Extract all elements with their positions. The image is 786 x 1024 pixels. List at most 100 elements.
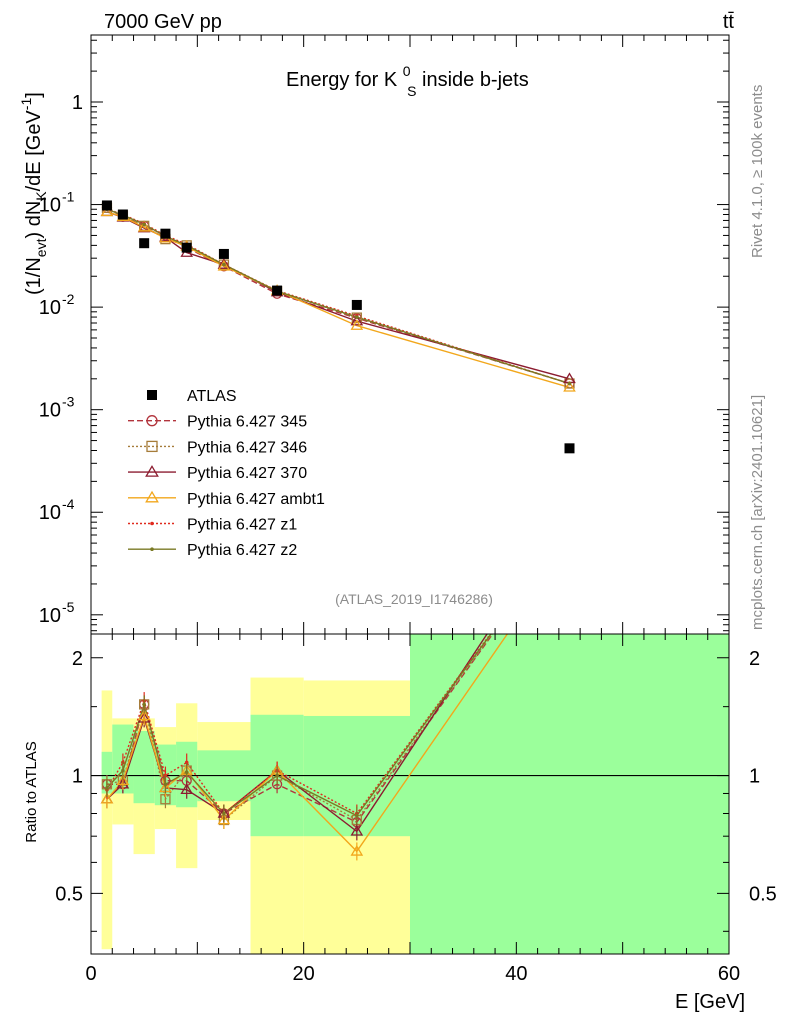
ratio-point-z1 <box>568 526 572 530</box>
rivet-label: Rivet 4.1.0, ≥ 100k events <box>749 85 766 258</box>
ratio-point-z2 <box>184 770 189 775</box>
upper-axis-ticks: 110-110-210-310-410-5 <box>39 35 730 634</box>
ratio-uncertainty-bands <box>91 634 729 954</box>
title-suffix: inside b-jets <box>422 69 529 91</box>
ratio-point-ambt1 <box>100 792 114 804</box>
header-left: 7000 GeV pp <box>104 11 222 33</box>
y-tick-exponent: -5 <box>62 599 75 615</box>
ylabel-part-c: /dE [GeV <box>23 110 45 192</box>
atlas-data-point <box>181 242 192 253</box>
ratio-y-tick-label-left: 2 <box>72 648 83 670</box>
ylabel-sub-k: K <box>33 191 49 201</box>
series-point-ambt1 <box>100 205 114 217</box>
ratio-y-tick-label-right: 1 <box>749 766 760 788</box>
series-line-p370 <box>106 211 570 380</box>
upper-series-lines <box>106 207 570 389</box>
series-point-z2 <box>355 315 359 319</box>
ratio-point-z2 <box>121 768 125 773</box>
series-point-ambt1 <box>350 319 364 330</box>
series-line-z2 <box>106 208 570 385</box>
y-tick-exponent: -4 <box>62 496 75 512</box>
ratio-y-tick-label-left: 0.5 <box>55 883 83 905</box>
ratio-band-green <box>133 730 155 804</box>
series-point-z2 <box>142 222 146 227</box>
legend-label-p345: Pythia 6.427 345 <box>187 414 307 431</box>
legend-label-p346: Pythia 6.427 346 <box>187 439 307 456</box>
ylabel-part-a: (1/N <box>23 257 45 295</box>
atlas-data-point <box>101 200 112 211</box>
ylabel-sup: -1 <box>18 98 34 111</box>
y-tick-exponent: -2 <box>62 291 75 307</box>
series-line-p346 <box>106 207 570 385</box>
ratio-point-ambt1 <box>137 709 151 721</box>
lower-axis-ticks: 0.5 0.51 12 20 20 40 60 <box>55 634 777 985</box>
title-superscript: 0 <box>403 63 411 79</box>
ratio-y-tick-label-left: 1 <box>72 766 83 788</box>
legend: ATLAS Pythia 6.427 345 Pythia 6.427 346 Pyt… <box>128 388 325 559</box>
legend-marker-p346 <box>146 440 158 453</box>
ratio-band-yellow <box>101 690 113 950</box>
ratio-band-green <box>410 634 729 954</box>
series-line-p345 <box>106 207 570 385</box>
header-right: tt̄ <box>723 11 735 33</box>
series-point-ambt1 <box>217 259 231 271</box>
x-tick-label: 20 <box>293 963 315 985</box>
legend-marker-p345 <box>146 415 158 427</box>
series-line-ambt1 <box>106 211 570 389</box>
legend-label-z1: Pythia 6.427 z1 <box>187 517 297 534</box>
atlas-data-point <box>218 248 229 259</box>
ratio-band-green <box>101 751 113 794</box>
ratio-point-p370 <box>350 824 364 836</box>
series-point-z2 <box>567 381 572 386</box>
x-axis-label: E [GeV] <box>675 991 745 1013</box>
x-tick-label: 60 <box>718 963 740 985</box>
ratio-y-tick-label-right: 0.5 <box>749 883 777 905</box>
y-tick-label: 10 <box>39 605 61 627</box>
ratio-point-ambt1 <box>564 539 574 548</box>
ratio-point-z2 <box>355 813 359 818</box>
series-point-p370 <box>217 258 231 269</box>
series-point-z2 <box>222 262 226 267</box>
plot-title: Energy for K 0 S inside b-jets <box>286 59 529 101</box>
series-point-ambt1 <box>563 380 576 392</box>
x-tick-label: 0 <box>85 963 96 985</box>
ratio-point-ambt1 <box>350 844 364 856</box>
y-tick-exponent: -3 <box>62 394 75 410</box>
ratio-point-z1 <box>184 760 189 765</box>
legend-label-p370: Pythia 6.427 370 <box>187 465 307 482</box>
x-tick-label: 40 <box>505 963 527 985</box>
ratio-point-p370 <box>180 783 194 795</box>
ylabel-part-d: ] <box>23 92 45 98</box>
atlas-data-point <box>351 299 362 310</box>
atlas-data-point <box>160 228 171 239</box>
ylabel-part-b: ) dN <box>23 201 45 239</box>
y-tick-exponent: -1 <box>62 189 75 205</box>
series-point-p346 <box>564 378 575 389</box>
ratio-point-z2 <box>568 526 572 530</box>
y-tick-label: 10 <box>39 400 61 422</box>
ratio-y-axis-label: Ratio to ATLAS <box>23 741 40 842</box>
ratio-point-z2 <box>105 786 109 790</box>
atlas-data-point <box>272 285 283 296</box>
ylabel-sub-evt: evt <box>33 238 49 257</box>
series-point-p346 <box>351 312 362 323</box>
ratio-point-z2 <box>142 702 146 707</box>
title-subscript: S <box>407 83 416 99</box>
ratio-y-tick-label-right: 2 <box>749 648 760 670</box>
title-main: Energy for K <box>286 69 398 91</box>
ratio-point-z2 <box>163 782 168 787</box>
analysis-id: (ATLAS_2019_I1746286) <box>335 591 493 607</box>
upper-data-points <box>101 200 575 454</box>
legend-atlas-label: ATLAS <box>187 388 237 405</box>
legend-marker-z1 <box>150 521 154 526</box>
atlas-data-point <box>564 443 575 454</box>
ratio-point-p346 <box>565 523 574 532</box>
ratio-point-z2 <box>222 811 226 816</box>
legend-marker-ambt1 <box>145 490 159 503</box>
series-line-z1 <box>106 208 570 385</box>
series-point-p370 <box>350 314 364 326</box>
y-tick-label: 10 <box>39 195 61 217</box>
y-tick-label: 10 <box>39 297 61 319</box>
y-tick-label: 1 <box>72 92 83 114</box>
